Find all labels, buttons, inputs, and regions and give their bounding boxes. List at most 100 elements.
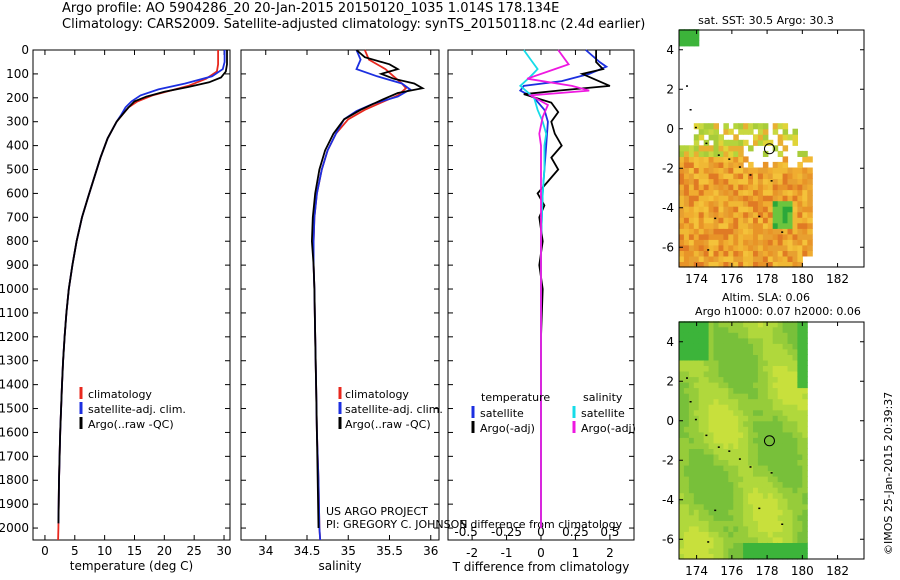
sla-cell (698, 481, 705, 488)
sla-cell (743, 437, 749, 444)
sst-cell (807, 233, 813, 240)
sla-cell (757, 442, 764, 449)
sla-cell (698, 520, 705, 527)
sla-cell (782, 365, 789, 372)
sla-cell (748, 343, 754, 350)
sla-cell (772, 520, 779, 527)
sla-cell (802, 547, 808, 554)
sst-cell (757, 173, 764, 180)
sla-cell (718, 509, 724, 516)
sst-cell (733, 139, 739, 146)
x-tick-label: 176 (720, 564, 743, 578)
sla-cell (723, 525, 729, 532)
sla-cell (718, 409, 724, 416)
sla-cell (782, 337, 789, 344)
sla-cell (728, 470, 734, 477)
sst-cell (698, 184, 705, 191)
sst-cell (733, 195, 739, 202)
x-tick-label: 180 (791, 272, 814, 286)
sla-cell (753, 481, 759, 488)
sla-cell (753, 365, 759, 372)
sla-cell (698, 382, 705, 389)
sla-cell (748, 337, 754, 344)
sla-cell (787, 371, 793, 378)
sla-cell (698, 453, 705, 460)
sst-cell (782, 200, 789, 207)
sla-cell (797, 404, 803, 411)
sla-cell (733, 536, 739, 543)
sla-cell (762, 321, 769, 328)
sst-cell (753, 134, 759, 141)
sst-cell (728, 167, 734, 174)
sla-cell (743, 348, 749, 355)
sst-cell (777, 200, 784, 207)
sla-cell (772, 426, 779, 433)
sst-cell (723, 261, 729, 268)
sla-cell (698, 337, 705, 344)
sst-cell (748, 184, 754, 191)
map-title: Altim. SLA: 0.06 (722, 291, 810, 304)
sst-cell (787, 206, 793, 213)
sst-cell (679, 255, 685, 262)
sla-cell (683, 542, 690, 549)
sla-cell (782, 498, 789, 505)
sla-cell (679, 520, 685, 527)
sst-cell (802, 250, 808, 257)
sla-cell (762, 547, 769, 554)
sla-cell (698, 547, 705, 554)
sla-cell (728, 503, 734, 510)
island-dot (689, 401, 692, 403)
sla-cell (772, 525, 779, 532)
sst-cell (713, 239, 719, 246)
sst-cell (683, 228, 690, 235)
sla-cell (767, 498, 774, 505)
sla-cell (698, 398, 705, 405)
sst-cell (728, 156, 734, 163)
sst-cell (757, 255, 764, 262)
sst-cell (802, 167, 808, 174)
sla-cell (762, 553, 769, 560)
sla-cell (792, 337, 798, 344)
sst-cell (807, 173, 813, 180)
sst-cell (797, 233, 803, 240)
sla-cell (713, 398, 719, 405)
sst-cell (733, 222, 739, 229)
sla-cell (683, 470, 690, 477)
sst-cell (782, 211, 789, 218)
sla-cell (683, 442, 690, 449)
sla-cell (708, 426, 715, 433)
sst-cell (718, 161, 724, 168)
sla-cell (792, 398, 798, 405)
sla-cell (802, 536, 808, 543)
sst-cell (762, 261, 769, 268)
sla-cell (748, 431, 754, 438)
sst-cell (738, 156, 744, 163)
sla-cell (757, 481, 764, 488)
sla-cell (728, 465, 734, 472)
sla-cell (698, 509, 705, 516)
sla-cell (693, 326, 700, 333)
map-frame (678, 321, 865, 560)
sla-cell (693, 415, 700, 422)
sst-cell (728, 150, 734, 157)
sst-cell (683, 167, 690, 174)
sla-cell (718, 348, 724, 355)
sst-cell (748, 189, 754, 196)
sla-cell (693, 448, 700, 455)
sla-cell (753, 547, 759, 554)
sst-cell (713, 261, 719, 268)
sla-cell (748, 476, 754, 483)
sst-cell (679, 150, 685, 157)
sst-cell (767, 261, 774, 268)
sla-cell (683, 503, 690, 510)
sla-cell (772, 437, 779, 444)
sla-cell (688, 376, 695, 383)
sla-cell (738, 437, 744, 444)
sla-cell (698, 321, 705, 328)
sst-cell (693, 228, 700, 235)
sla-cell (728, 509, 734, 516)
sst-cell (797, 261, 803, 268)
sst-cell (693, 134, 700, 141)
legend-label: Argo(-adj) (581, 422, 636, 435)
y-tick-label: 1000 (0, 282, 29, 296)
